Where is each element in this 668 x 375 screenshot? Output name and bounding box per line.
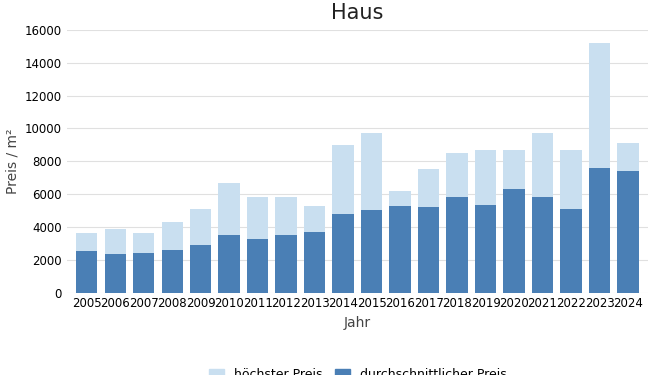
Bar [389,206,411,292]
Bar [389,191,411,292]
Bar [361,210,382,292]
Bar [304,232,325,292]
Bar [218,235,240,292]
Bar [190,245,211,292]
Bar [275,197,297,292]
Bar [560,209,582,292]
Title: Haus: Haus [331,3,383,23]
Bar [133,233,154,292]
Bar [475,150,496,292]
X-axis label: Jahr: Jahr [344,316,371,330]
Bar [304,206,325,292]
Bar [418,170,440,292]
Y-axis label: Preis / m²: Preis / m² [5,129,19,194]
Bar [532,134,553,292]
Bar [504,150,525,292]
Bar [617,171,639,292]
Bar [190,209,211,292]
Bar [361,134,382,292]
Bar [105,254,126,292]
Bar [589,43,610,292]
Bar [133,253,154,292]
Bar [560,150,582,292]
Bar [589,168,610,292]
Bar [532,197,553,292]
Bar [76,252,98,292]
Bar [218,183,240,292]
Bar [475,205,496,292]
Bar [105,228,126,292]
Bar [275,235,297,292]
Bar [446,153,468,292]
Bar [333,145,354,292]
Bar [247,239,269,292]
Bar [504,189,525,292]
Bar [247,197,269,292]
Bar [76,233,98,292]
Bar [617,143,639,292]
Bar [333,214,354,292]
Bar [162,222,183,292]
Bar [418,207,440,292]
Bar [162,250,183,292]
Bar [446,197,468,292]
Legend: höchster Preis, durchschnittlicher Preis: höchster Preis, durchschnittlicher Preis [204,363,511,375]
